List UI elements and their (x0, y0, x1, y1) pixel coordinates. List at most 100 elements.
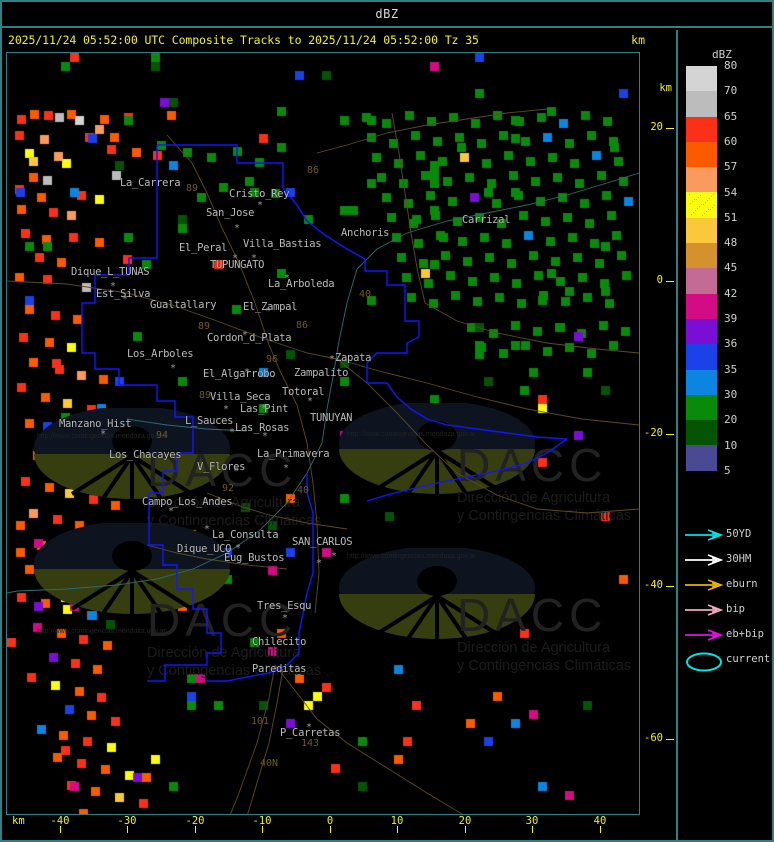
x-axis-tick-label: 20 (458, 815, 472, 827)
watermark-url: http://www.contingencias.mendoza.gov.ar (347, 553, 476, 560)
city-marker-icon: * (204, 524, 211, 535)
place-label: La_Primavera (257, 448, 330, 460)
place-label: Eug_Bustos (224, 552, 285, 564)
x-axis-tick (60, 826, 61, 833)
track-legend-label: 50YD (726, 528, 752, 540)
road-number-label: 89 (198, 321, 211, 332)
colorbar-band[interactable] (686, 217, 717, 244)
arrow-right-icon (684, 527, 724, 547)
track-legend-row[interactable]: 30HM (682, 550, 774, 572)
city-marker-icon: * (232, 253, 239, 264)
place-label: Las_Rosas (235, 422, 290, 434)
y-axis-tick-label: -20 (644, 427, 663, 439)
y-axis-tick-label: -40 (644, 579, 663, 591)
place-label: TUNUYAN (310, 412, 353, 424)
road-number-label: 94 (156, 430, 169, 441)
city-marker-icon: * (233, 466, 240, 477)
colorbar-band[interactable] (686, 192, 717, 218)
colorbar-band[interactable] (686, 167, 717, 193)
colorbar-speckle (714, 205, 715, 207)
track-legend-row[interactable]: eb+bip (682, 625, 774, 647)
watermark-dacc-text: DACC (147, 594, 298, 646)
colorbar-speckle (713, 194, 714, 196)
road-number-labels-layer: 89 86 89 40 86 96 89 94 92 40 101 143 40N (7, 53, 639, 814)
y-axis-tick-label: 20 (650, 121, 663, 133)
colorbar-tick-label: 20 (724, 413, 738, 427)
city-marker-icon: * (110, 281, 117, 292)
colorbar-speckle (695, 210, 696, 212)
city-marker-icon: * (242, 330, 249, 341)
colorbar-tick-label: 30 (724, 387, 738, 401)
track-legend-row[interactable]: 50YD (682, 525, 774, 547)
colorbar-speckle (703, 204, 704, 206)
place-label: San_Jose (206, 207, 255, 219)
x-axis-tick-label: -10 (252, 815, 272, 827)
track-legend-label: bip (726, 603, 745, 615)
place-label: V_Flores (197, 461, 246, 473)
track-legend-row[interactable]: eburn (682, 575, 774, 597)
place-label: Las_Pint (240, 403, 289, 415)
watermark-subtitle-line1: Dirección de Agricultura (147, 495, 301, 511)
colorbar-band[interactable] (686, 91, 717, 117)
city-marker-icon: * (168, 506, 175, 517)
colorbar-band[interactable] (686, 141, 717, 168)
colorbar-speckle (693, 212, 694, 214)
colorbar-speckle (689, 194, 690, 196)
place-label: SAN_CARLOS (292, 536, 353, 548)
y-axis-tick (666, 739, 674, 740)
x-axis-tick-label: -30 (117, 815, 137, 827)
colorbar-band[interactable] (686, 445, 717, 471)
place-label: La_Carrera (120, 177, 181, 189)
colorbar-speckle (707, 200, 708, 202)
road-number-label: 96 (266, 354, 279, 365)
ellipse-icon (684, 652, 724, 676)
colorbar-band[interactable] (686, 318, 717, 345)
colorbar-band[interactable] (686, 293, 717, 319)
place-label: El_Peral (179, 242, 228, 254)
place-label: Los_Arboles (127, 348, 194, 360)
place-label: Cordon_d_Plata (207, 332, 292, 344)
place-label: Totoral (282, 386, 325, 398)
place-label: Zapata (335, 352, 372, 364)
watermark-subtitle-line1: Dirección de Agricultura (147, 645, 301, 661)
colorbar-band[interactable] (686, 394, 717, 421)
header-km-label: km (631, 33, 645, 47)
city-marker-icon: * (223, 404, 230, 415)
road-number-label: 86 (307, 165, 320, 176)
dbz-colorbar[interactable] (686, 66, 717, 471)
colorbar-band[interactable] (686, 66, 717, 92)
radar-map-panel[interactable]: DACC Dirección de Agricultura y Contingenc… (6, 52, 640, 815)
place-label: L_Sauces (185, 415, 234, 427)
city-marker-icon: * (251, 253, 258, 264)
colorbar-band[interactable] (686, 420, 717, 446)
track-legend-row[interactable]: bip (682, 600, 774, 622)
political-borders-layer (81, 144, 568, 682)
place-label: El_Zampal (243, 301, 298, 313)
arrow-right-icon (684, 552, 724, 572)
city-marker-icon: * (244, 367, 251, 378)
city-marker-icon: * (282, 613, 289, 624)
colorbar-speckle (694, 199, 695, 201)
x-axis-tick (195, 826, 196, 833)
colorbar-band[interactable] (686, 369, 717, 395)
rivers-layer (7, 172, 639, 594)
colorbar-band[interactable] (686, 116, 717, 142)
colorbar-speckle (702, 215, 703, 217)
colorbar-title: dBZ (712, 48, 732, 61)
city-marker-icon: * (261, 403, 268, 414)
colorbar-speckle (696, 199, 697, 201)
place-label: Gualtallary (150, 299, 217, 311)
watermark-dacc-text: DACC (147, 444, 298, 496)
colorbar-speckle (705, 202, 706, 204)
window-title: dBZ (375, 7, 399, 21)
timestamp-header: 2025/11/24 05:52:00 UTC Composite Tracks… (8, 33, 479, 47)
colorbar-band[interactable] (686, 344, 717, 370)
roads-layer (7, 108, 639, 814)
track-legend-row[interactable]: current (682, 650, 774, 672)
track-legend-label: current (726, 653, 771, 665)
colorbar-band[interactable] (686, 243, 717, 269)
place-label: Villa_Seca (210, 391, 271, 403)
map-vector-overlay (7, 108, 639, 814)
colorbar-band[interactable] (686, 268, 717, 294)
